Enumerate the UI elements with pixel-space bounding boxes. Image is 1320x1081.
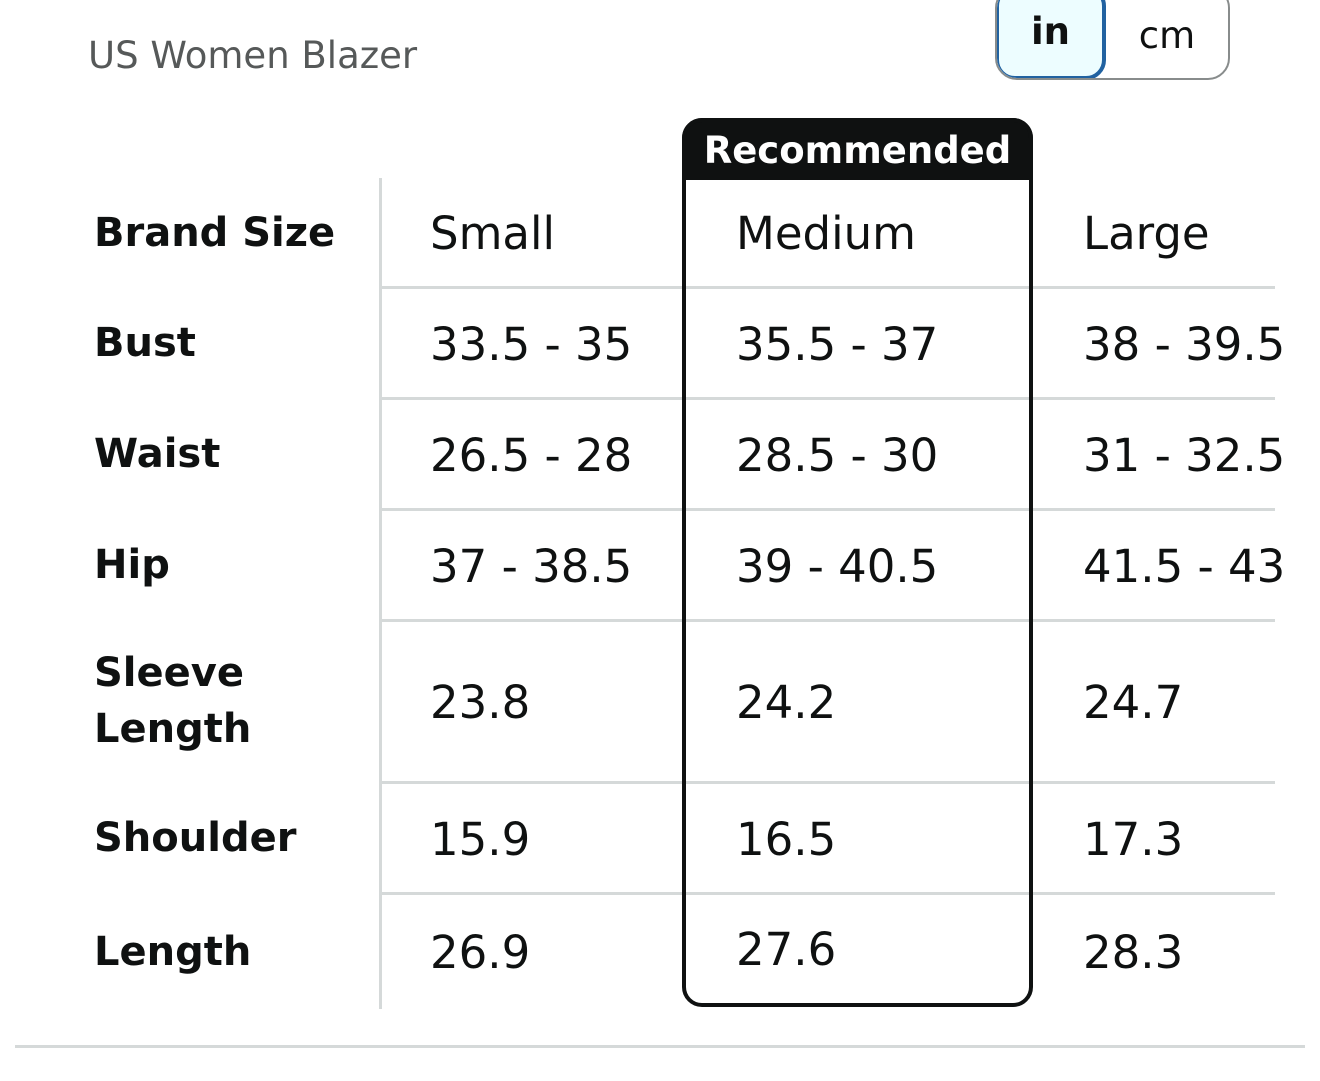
row-label-shoulder: Shoulder	[94, 815, 297, 861]
row-divider	[382, 619, 1275, 622]
unit-toggle: in cm	[995, 0, 1230, 80]
table-cell: 35.5 - 37	[736, 318, 939, 371]
table-cell: 26.9	[430, 926, 531, 979]
column-header-small: Small	[430, 207, 555, 260]
row-divider	[382, 508, 1275, 511]
table-cell: 17.3	[1083, 813, 1184, 866]
unit-option-in[interactable]: in	[997, 0, 1106, 78]
row-label-hip: Hip	[94, 542, 170, 588]
vertical-divider	[379, 178, 382, 1009]
row-label-length: Length	[94, 929, 252, 975]
recommended-badge: Recommended	[682, 118, 1033, 180]
row-label-sleeve-length: Sleeve Length	[94, 645, 251, 757]
row-label-waist: Waist	[94, 431, 221, 477]
column-header-medium: Medium	[736, 207, 916, 260]
table-cell: 39 - 40.5	[736, 540, 939, 593]
brand-size-header: Brand Size	[94, 210, 336, 256]
table-cell: 41.5 - 43	[1083, 540, 1286, 593]
row-divider	[382, 781, 1275, 784]
row-divider	[382, 397, 1275, 400]
table-cell: 37 - 38.5	[430, 540, 633, 593]
table-cell: 24.2	[736, 676, 837, 729]
table-cell: 31 - 32.5	[1083, 429, 1286, 482]
table-cell: 15.9	[430, 813, 531, 866]
table-cell: 27.6	[736, 923, 837, 976]
table-cell: 38 - 39.5	[1083, 318, 1286, 371]
row-divider	[382, 892, 1275, 895]
row-label-line: Length	[94, 706, 252, 752]
row-label-line: Sleeve	[94, 650, 244, 696]
table-cell: 26.5 - 28	[430, 429, 633, 482]
table-cell: 28.3	[1083, 926, 1184, 979]
table-cell: 28.5 - 30	[736, 429, 939, 482]
table-cell: 33.5 - 35	[430, 318, 633, 371]
page-title: US Women Blazer	[88, 34, 418, 77]
row-divider	[382, 286, 1275, 289]
unit-option-cm[interactable]: cm	[1138, 14, 1196, 57]
table-cell: 23.8	[430, 676, 531, 729]
column-header-large: Large	[1083, 207, 1210, 260]
row-label-bust: Bust	[94, 320, 196, 366]
table-cell: 24.7	[1083, 676, 1184, 729]
bottom-divider	[15, 1045, 1305, 1048]
table-cell: 16.5	[736, 813, 837, 866]
